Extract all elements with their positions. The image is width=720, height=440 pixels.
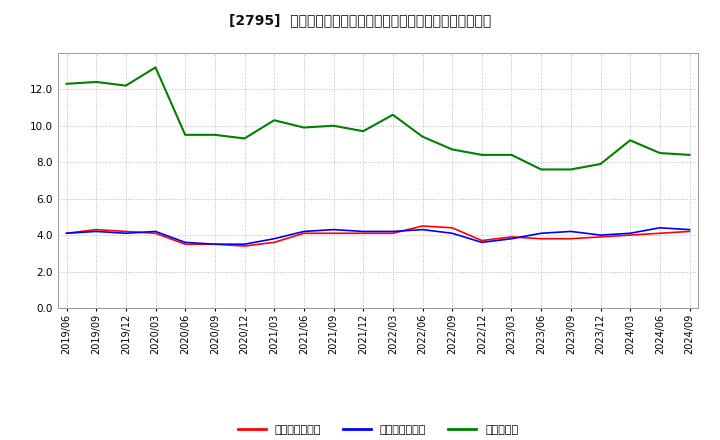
Text: [2795]  売上債権回転率、買入債務回転率、在庫回転率の推移: [2795] 売上債権回転率、買入債務回転率、在庫回転率の推移 xyxy=(229,13,491,27)
Legend: 売上債権回転率, 買入債務回転率, 在庫回転率: 売上債権回転率, 買入債務回転率, 在庫回転率 xyxy=(233,421,523,440)
